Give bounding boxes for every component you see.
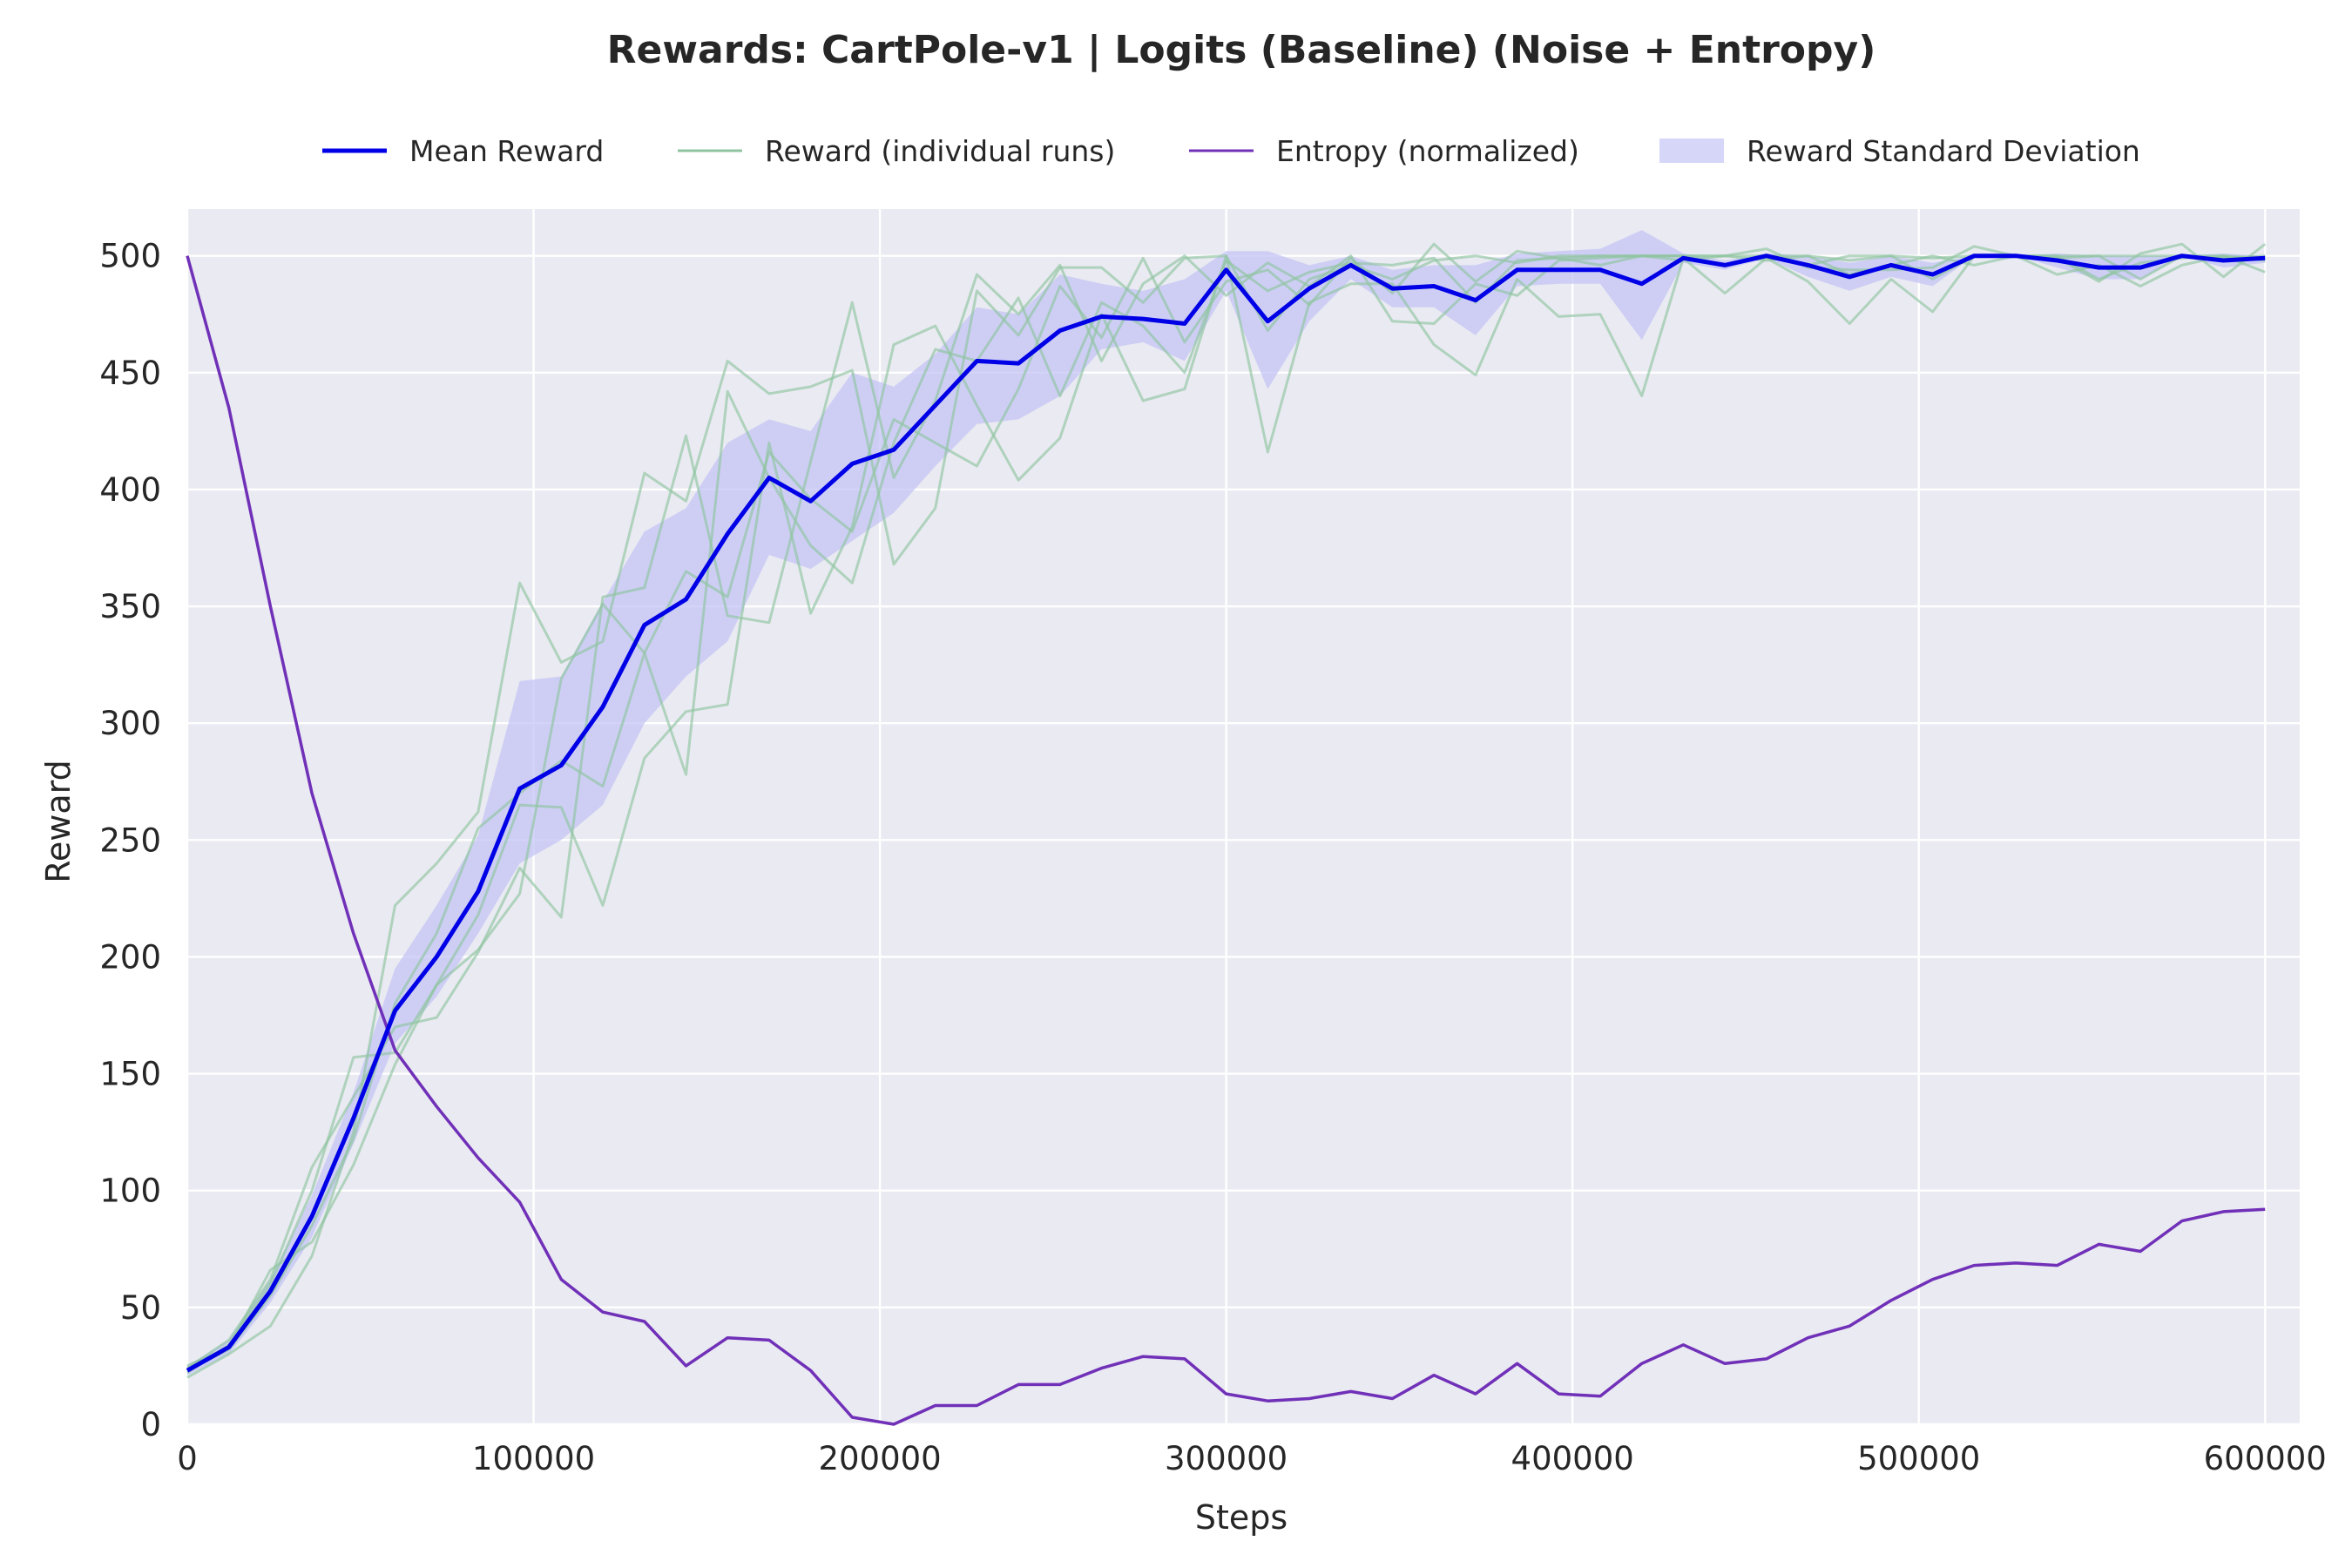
legend-label: Reward (individual runs) <box>765 134 1115 168</box>
x-tick-label: 500000 <box>1857 1440 1980 1477</box>
std-band-layer <box>187 230 2266 1375</box>
y-axis-ticks: 0 50 100 150 200 250 300 350 400 450 500 <box>99 238 161 1443</box>
y-tick-label: 400 <box>99 471 161 509</box>
y-tick-label: 100 <box>99 1173 161 1210</box>
x-tick-label: 100000 <box>472 1440 595 1477</box>
y-tick-label: 350 <box>99 588 161 625</box>
x-tick-label: 0 <box>177 1440 198 1477</box>
y-tick-label: 50 <box>120 1289 161 1327</box>
legend-item: Mean Reward <box>322 134 604 168</box>
run-line <box>186 254 2266 1375</box>
x-tick-label: 400000 <box>1511 1440 1634 1477</box>
mean-reward-line <box>186 253 2266 1373</box>
x-axis-ticks: 0 100000 200000 300000 400000 500000 600000 <box>177 1440 2327 1477</box>
y-tick-label: 450 <box>99 355 161 392</box>
x-axis-label: Steps <box>1195 1498 1288 1537</box>
y-tick-label: 250 <box>99 821 161 859</box>
mean-reward-layer <box>186 253 2266 1373</box>
chart-title: Rewards: CartPole-v1 | Logits (Baseline)… <box>607 28 1876 72</box>
y-tick-label: 200 <box>99 938 161 976</box>
legend-label: Mean Reward <box>409 134 604 168</box>
entropy-layer <box>186 255 2266 1426</box>
legend-item: Reward (individual runs) <box>678 134 1115 168</box>
x-tick-label: 200000 <box>818 1440 941 1477</box>
entropy-line <box>186 255 2266 1426</box>
std-band <box>187 230 2266 1375</box>
run-line <box>186 242 2267 1368</box>
run-line <box>186 254 2266 1369</box>
x-tick-label: 600000 <box>2204 1440 2327 1477</box>
legend-item: Entropy (normalized) <box>1189 134 1579 168</box>
y-axis-label: Reward <box>39 760 78 883</box>
y-tick-label: 300 <box>99 705 161 742</box>
legend-swatch <box>1659 139 1724 163</box>
y-tick-label: 0 <box>140 1406 161 1443</box>
y-tick-label: 150 <box>99 1056 161 1093</box>
legend-label: Reward Standard Deviation <box>1747 134 2140 168</box>
grid-lines <box>186 209 2300 1426</box>
y-tick-label: 500 <box>99 238 161 275</box>
x-tick-label: 300000 <box>1165 1440 1288 1477</box>
legend-label: Entropy (normalized) <box>1276 134 1579 168</box>
legend-item: Reward Standard Deviation <box>1659 134 2140 168</box>
legend: Mean Reward Reward (individual runs) Entro… <box>322 134 2140 168</box>
